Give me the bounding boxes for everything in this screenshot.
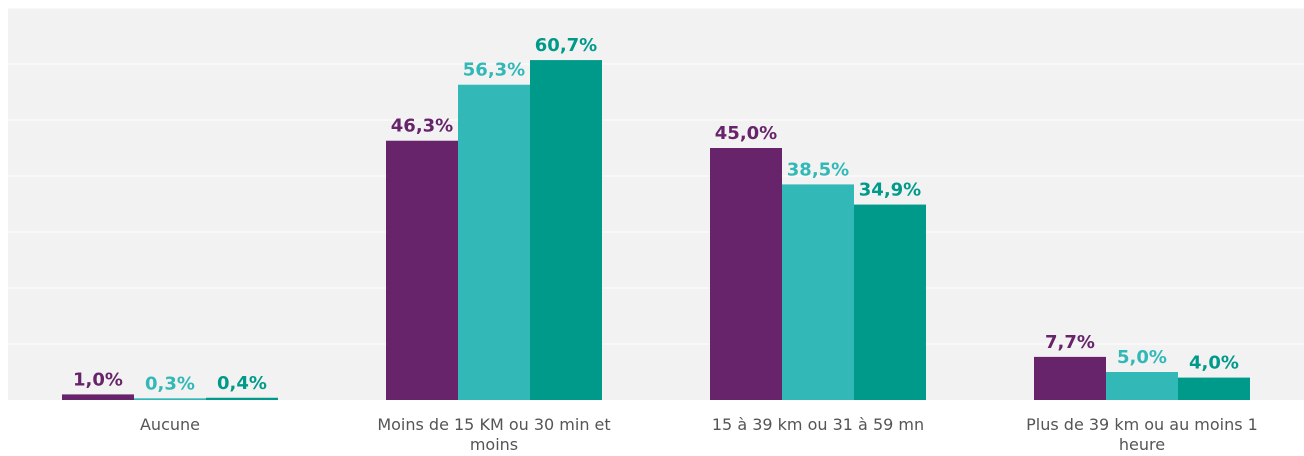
value-label-3-series-3: 34,9% [859, 180, 921, 201]
category-label-3: 15 à 39 km ou 31 à 59 mn [712, 415, 924, 434]
value-label-1-series-1: 1,0% [73, 369, 123, 390]
bar-3-series-3 [854, 204, 926, 400]
gridlines [8, 7, 1304, 345]
bar-2-series-3 [530, 60, 602, 401]
value-labels: 1,0% 0,3% 0,4% 46,3% 56,3% 60,7% 45,0% 38,5% 34,… [73, 35, 1239, 394]
bar-1-series-3 [206, 397, 278, 400]
bar-1-series-2 [134, 398, 206, 400]
bar-1-series-1 [62, 394, 134, 400]
bar-4-series-1 [1034, 356, 1106, 400]
category-label-4: heure [1119, 435, 1165, 454]
value-label-3-series-1: 45,0% [715, 123, 777, 144]
bars [62, 60, 1250, 401]
bar-3-series-2 [782, 184, 854, 400]
value-label-2-series-3: 60,7% [535, 35, 597, 56]
category-label-1: Aucune [140, 415, 200, 434]
bar-4-series-2 [1106, 372, 1178, 400]
value-label-2-series-1: 46,3% [391, 116, 453, 137]
value-label-2-series-2: 56,3% [463, 60, 525, 81]
bar-3-series-1 [710, 148, 782, 400]
value-label-4-series-1: 7,7% [1045, 332, 1095, 353]
bar-4-series-3 [1178, 377, 1250, 400]
bar-2-series-2 [458, 84, 530, 400]
value-label-1-series-3: 0,4% [217, 373, 267, 394]
category-label-2: moins [470, 435, 518, 454]
value-label-3-series-2: 38,5% [787, 159, 849, 180]
value-label-4-series-3: 4,0% [1189, 353, 1239, 374]
category-label-2: Moins de 15 KM ou 30 min et [377, 415, 610, 434]
value-label-1-series-2: 0,3% [145, 373, 195, 394]
value-label-4-series-2: 5,0% [1117, 347, 1167, 368]
category-label-4: Plus de 39 km ou au moins 1 [1026, 415, 1258, 434]
plot-background [8, 8, 1304, 400]
bar-2-series-1 [386, 140, 458, 400]
